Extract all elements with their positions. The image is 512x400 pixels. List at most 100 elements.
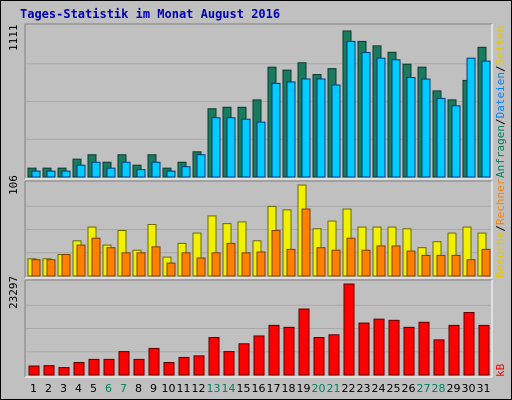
bar-files-day-23 [361, 52, 371, 178]
bar-visits-day-20 [316, 247, 326, 277]
y-axis-labels: 1111 106 23297 [7, 25, 20, 310]
bar-visits-day-24 [376, 245, 386, 277]
bar-kbytes-day-31 [478, 324, 490, 376]
bar-visits-day-6 [106, 247, 116, 277]
bar-kbytes-day-18 [283, 326, 295, 376]
bar-files-day-20 [316, 78, 326, 178]
x-tick-label-day-21: 21 [327, 382, 341, 395]
bar-files-day-29 [451, 105, 461, 178]
x-tick-label-day-14: 14 [222, 382, 236, 395]
bar-files-day-24 [376, 57, 386, 178]
right-label-top: Anfragen/Dateien/Seiten [494, 26, 507, 178]
bar-files-day-28 [436, 97, 446, 178]
bar-kbytes-day-7 [118, 351, 130, 376]
right-label-bottom: kB [494, 363, 507, 377]
x-tick-label-day-17: 17 [267, 382, 281, 395]
bar-kbytes-day-24 [373, 318, 385, 376]
x-tick-label-day-27: 27 [417, 382, 431, 395]
bar-visits-day-11 [181, 252, 191, 277]
bar-visits-day-9 [151, 246, 161, 277]
bar-visits-day-15 [241, 252, 251, 277]
bar-kbytes-day-25 [388, 319, 400, 376]
bar-files-day-17 [271, 82, 281, 178]
right-label-middle-part-2: Rechner [494, 178, 507, 225]
y-max-label-top: 1111 [7, 25, 20, 52]
bar-visits-day-8 [136, 252, 146, 277]
bar-kbytes-day-3 [58, 367, 70, 376]
x-tick-label-day-10: 10 [162, 382, 176, 395]
bar-kbytes-day-15 [238, 343, 250, 376]
bar-kbytes-day-23 [358, 322, 370, 376]
bar-visits-day-4 [76, 244, 86, 277]
bar-visits-day-5 [91, 237, 101, 277]
right-label-bottom-part-0: kB [494, 363, 507, 377]
bar-visits-day-3 [61, 254, 71, 277]
bar-files-day-3 [61, 170, 71, 178]
right-label-middle: Besuche/Rechner [494, 178, 507, 278]
x-tick-label-day-19: 19 [297, 382, 311, 395]
x-axis-labels: 1 2 3 4 5 6 7 8 9 10 11 12 13 14 15 16 17 18 19 20 21 22 23 24 2… [30, 382, 491, 395]
bar-files-day-30 [466, 57, 476, 178]
x-tick-label-day-15: 15 [237, 382, 251, 395]
bar-files-day-21 [331, 84, 341, 178]
bar-kbytes-day-11 [178, 356, 190, 376]
x-tick-label-day-13: 13 [207, 382, 221, 395]
right-label-top-part-0: Anfragen [494, 125, 507, 178]
bar-visits-day-1 [31, 259, 41, 277]
bar-visits-day-21 [331, 249, 341, 277]
bar-visits-day-22 [346, 237, 356, 277]
bar-visits-day-7 [121, 252, 131, 277]
bar-files-day-18 [286, 81, 296, 178]
bar-files-day-9 [151, 161, 161, 178]
bar-kbytes-day-29 [448, 324, 460, 376]
bar-files-day-5 [91, 161, 101, 178]
bar-kbytes-day-28 [433, 339, 445, 376]
bar-kbytes-day-13 [208, 337, 220, 376]
bar-kbytes-day-26 [403, 326, 415, 376]
x-tick-label-day-12: 12 [192, 382, 206, 395]
x-tick-label-day-24: 24 [372, 382, 386, 395]
bar-files-day-1 [31, 170, 41, 178]
bar-files-day-12 [196, 154, 206, 178]
bar-files-day-26 [406, 76, 416, 178]
x-tick-label-day-31: 31 [477, 382, 491, 395]
bar-kbytes-day-14 [223, 351, 235, 376]
bar-files-day-11 [181, 166, 191, 178]
bar-kbytes-day-10 [163, 362, 175, 376]
bar-kbytes-day-17 [268, 324, 280, 376]
right-label-top-part-2: Dateien [494, 72, 507, 118]
bar-files-day-6 [106, 167, 116, 178]
x-tick-label-day-18: 18 [282, 382, 296, 395]
bar-visits-day-19 [301, 208, 311, 277]
bar-visits-day-17 [271, 230, 281, 277]
bar-files-day-13 [211, 117, 221, 178]
x-tick-label-day-4: 4 [75, 382, 82, 395]
x-tick-label-day-3: 3 [60, 382, 67, 395]
right-label-middle-part-0: Besuche [494, 232, 507, 278]
bar-kbytes-day-6 [103, 358, 115, 376]
y-max-label-bottom: 23297 [7, 276, 20, 309]
bar-kbytes-day-19 [298, 308, 310, 376]
bar-visits-day-16 [256, 251, 266, 277]
bar-files-day-22 [346, 40, 356, 178]
bar-files-day-14 [226, 117, 236, 178]
x-tick-label-day-11: 11 [177, 382, 191, 395]
chart-title: Tages-Statistik im Monat August 2016 [20, 7, 281, 21]
bar-kbytes-day-5 [88, 358, 100, 376]
right-label-top-part-1: / [494, 118, 507, 125]
x-tick-label-day-28: 28 [432, 382, 446, 395]
x-tick-label-day-23: 23 [357, 382, 371, 395]
bar-kbytes-day-12 [193, 355, 205, 376]
bar-files-day-4 [76, 164, 86, 178]
x-tick-label-day-7: 7 [120, 382, 127, 395]
x-tick-label-day-16: 16 [252, 382, 266, 395]
x-tick-label-day-22: 22 [342, 382, 356, 395]
bar-files-day-2 [46, 170, 56, 178]
x-tick-label-day-30: 30 [462, 382, 476, 395]
x-tick-label-day-25: 25 [387, 382, 401, 395]
bar-visits-day-29 [451, 254, 461, 277]
x-tick-label-day-9: 9 [150, 382, 157, 395]
